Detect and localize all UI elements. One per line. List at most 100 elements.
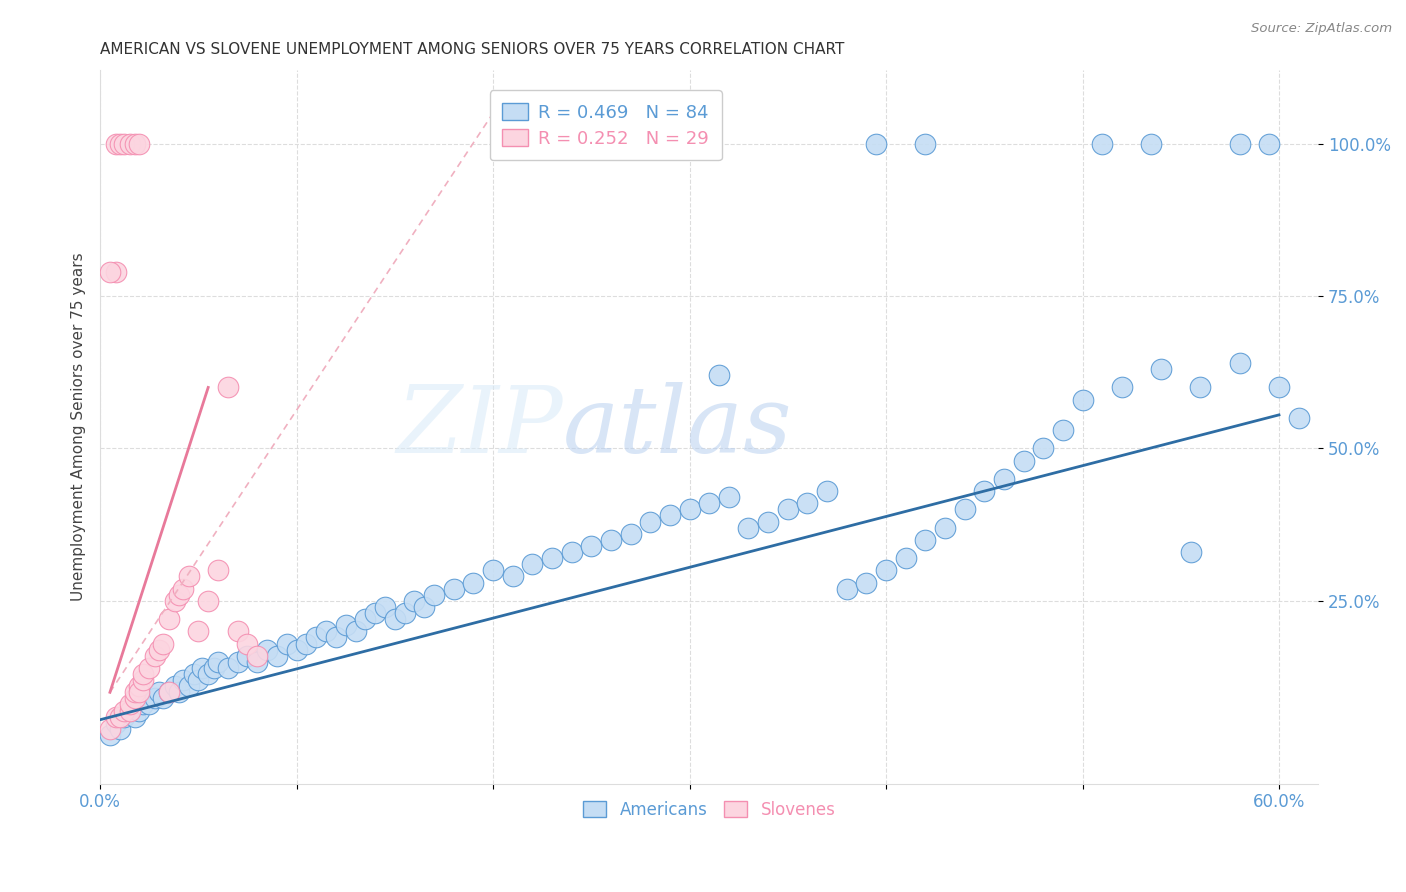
Point [374,599,396,614]
Point [128,136,150,151]
Y-axis label: Unemployment Among Seniors over 75 years: Unemployment Among Seniors over 75 years [72,252,86,601]
Point [104,709,127,723]
Point [953,502,976,516]
Point [914,533,936,547]
Point [172,582,194,596]
Point [315,624,337,639]
Point [973,484,995,499]
Point [187,673,209,687]
Point [993,472,1015,486]
Point [187,624,209,639]
Point [226,655,249,669]
Point [124,709,146,723]
Point [108,722,131,736]
Point [325,631,347,645]
Point [112,709,135,723]
Point [132,698,155,712]
Point [620,526,643,541]
Point [108,136,131,151]
Point [108,709,131,723]
Point [132,673,155,687]
Point [354,612,377,626]
Point [796,496,818,510]
Point [236,636,259,650]
Point [246,655,269,669]
Point [364,606,387,620]
Point [143,648,166,663]
Point [875,563,897,577]
Point [104,136,127,151]
Point [855,575,877,590]
Point [236,648,259,663]
Point [404,594,426,608]
Legend: Americans, Slovenes: Americans, Slovenes [576,794,842,825]
Point [285,642,308,657]
Point [1012,453,1035,467]
Point [934,521,956,535]
Point [1189,380,1212,394]
Point [256,642,278,657]
Point [1111,380,1133,394]
Point [124,691,146,706]
Point [167,685,190,699]
Point [197,594,219,608]
Point [112,136,135,151]
Point [217,380,239,394]
Point [148,642,170,657]
Point [914,136,936,151]
Point [502,569,524,583]
Point [295,636,318,650]
Point [128,685,150,699]
Point [157,685,180,699]
Point [1288,411,1310,425]
Point [138,661,160,675]
Point [463,575,485,590]
Point [658,508,681,523]
Point [305,631,328,645]
Point [344,624,367,639]
Point [217,661,239,675]
Point [177,569,200,583]
Point [1071,392,1094,407]
Text: atlas: atlas [562,382,793,472]
Point [1052,423,1074,437]
Point [697,496,720,510]
Point [865,136,887,151]
Point [600,533,623,547]
Point [707,368,730,383]
Point [335,618,357,632]
Point [98,722,121,736]
Point [1229,356,1251,370]
Point [118,704,141,718]
Point [118,698,141,712]
Point [678,502,700,516]
Point [1258,136,1281,151]
Point [1140,136,1163,151]
Point [157,612,180,626]
Point [835,582,858,596]
Point [207,655,229,669]
Point [207,563,229,577]
Point [717,490,740,504]
Point [737,521,759,535]
Point [482,563,505,577]
Point [1091,136,1114,151]
Point [266,648,288,663]
Point [167,588,190,602]
Point [124,136,146,151]
Point [1268,380,1291,394]
Point [172,673,194,687]
Point [1150,362,1173,376]
Point [163,594,186,608]
Point [98,728,121,742]
Point [756,515,779,529]
Point [183,667,205,681]
Text: Source: ZipAtlas.com: Source: ZipAtlas.com [1251,22,1392,36]
Text: ZIP: ZIP [396,382,562,472]
Point [157,685,180,699]
Point [522,558,544,572]
Point [112,704,135,718]
Point [152,691,174,706]
Point [384,612,406,626]
Point [413,599,436,614]
